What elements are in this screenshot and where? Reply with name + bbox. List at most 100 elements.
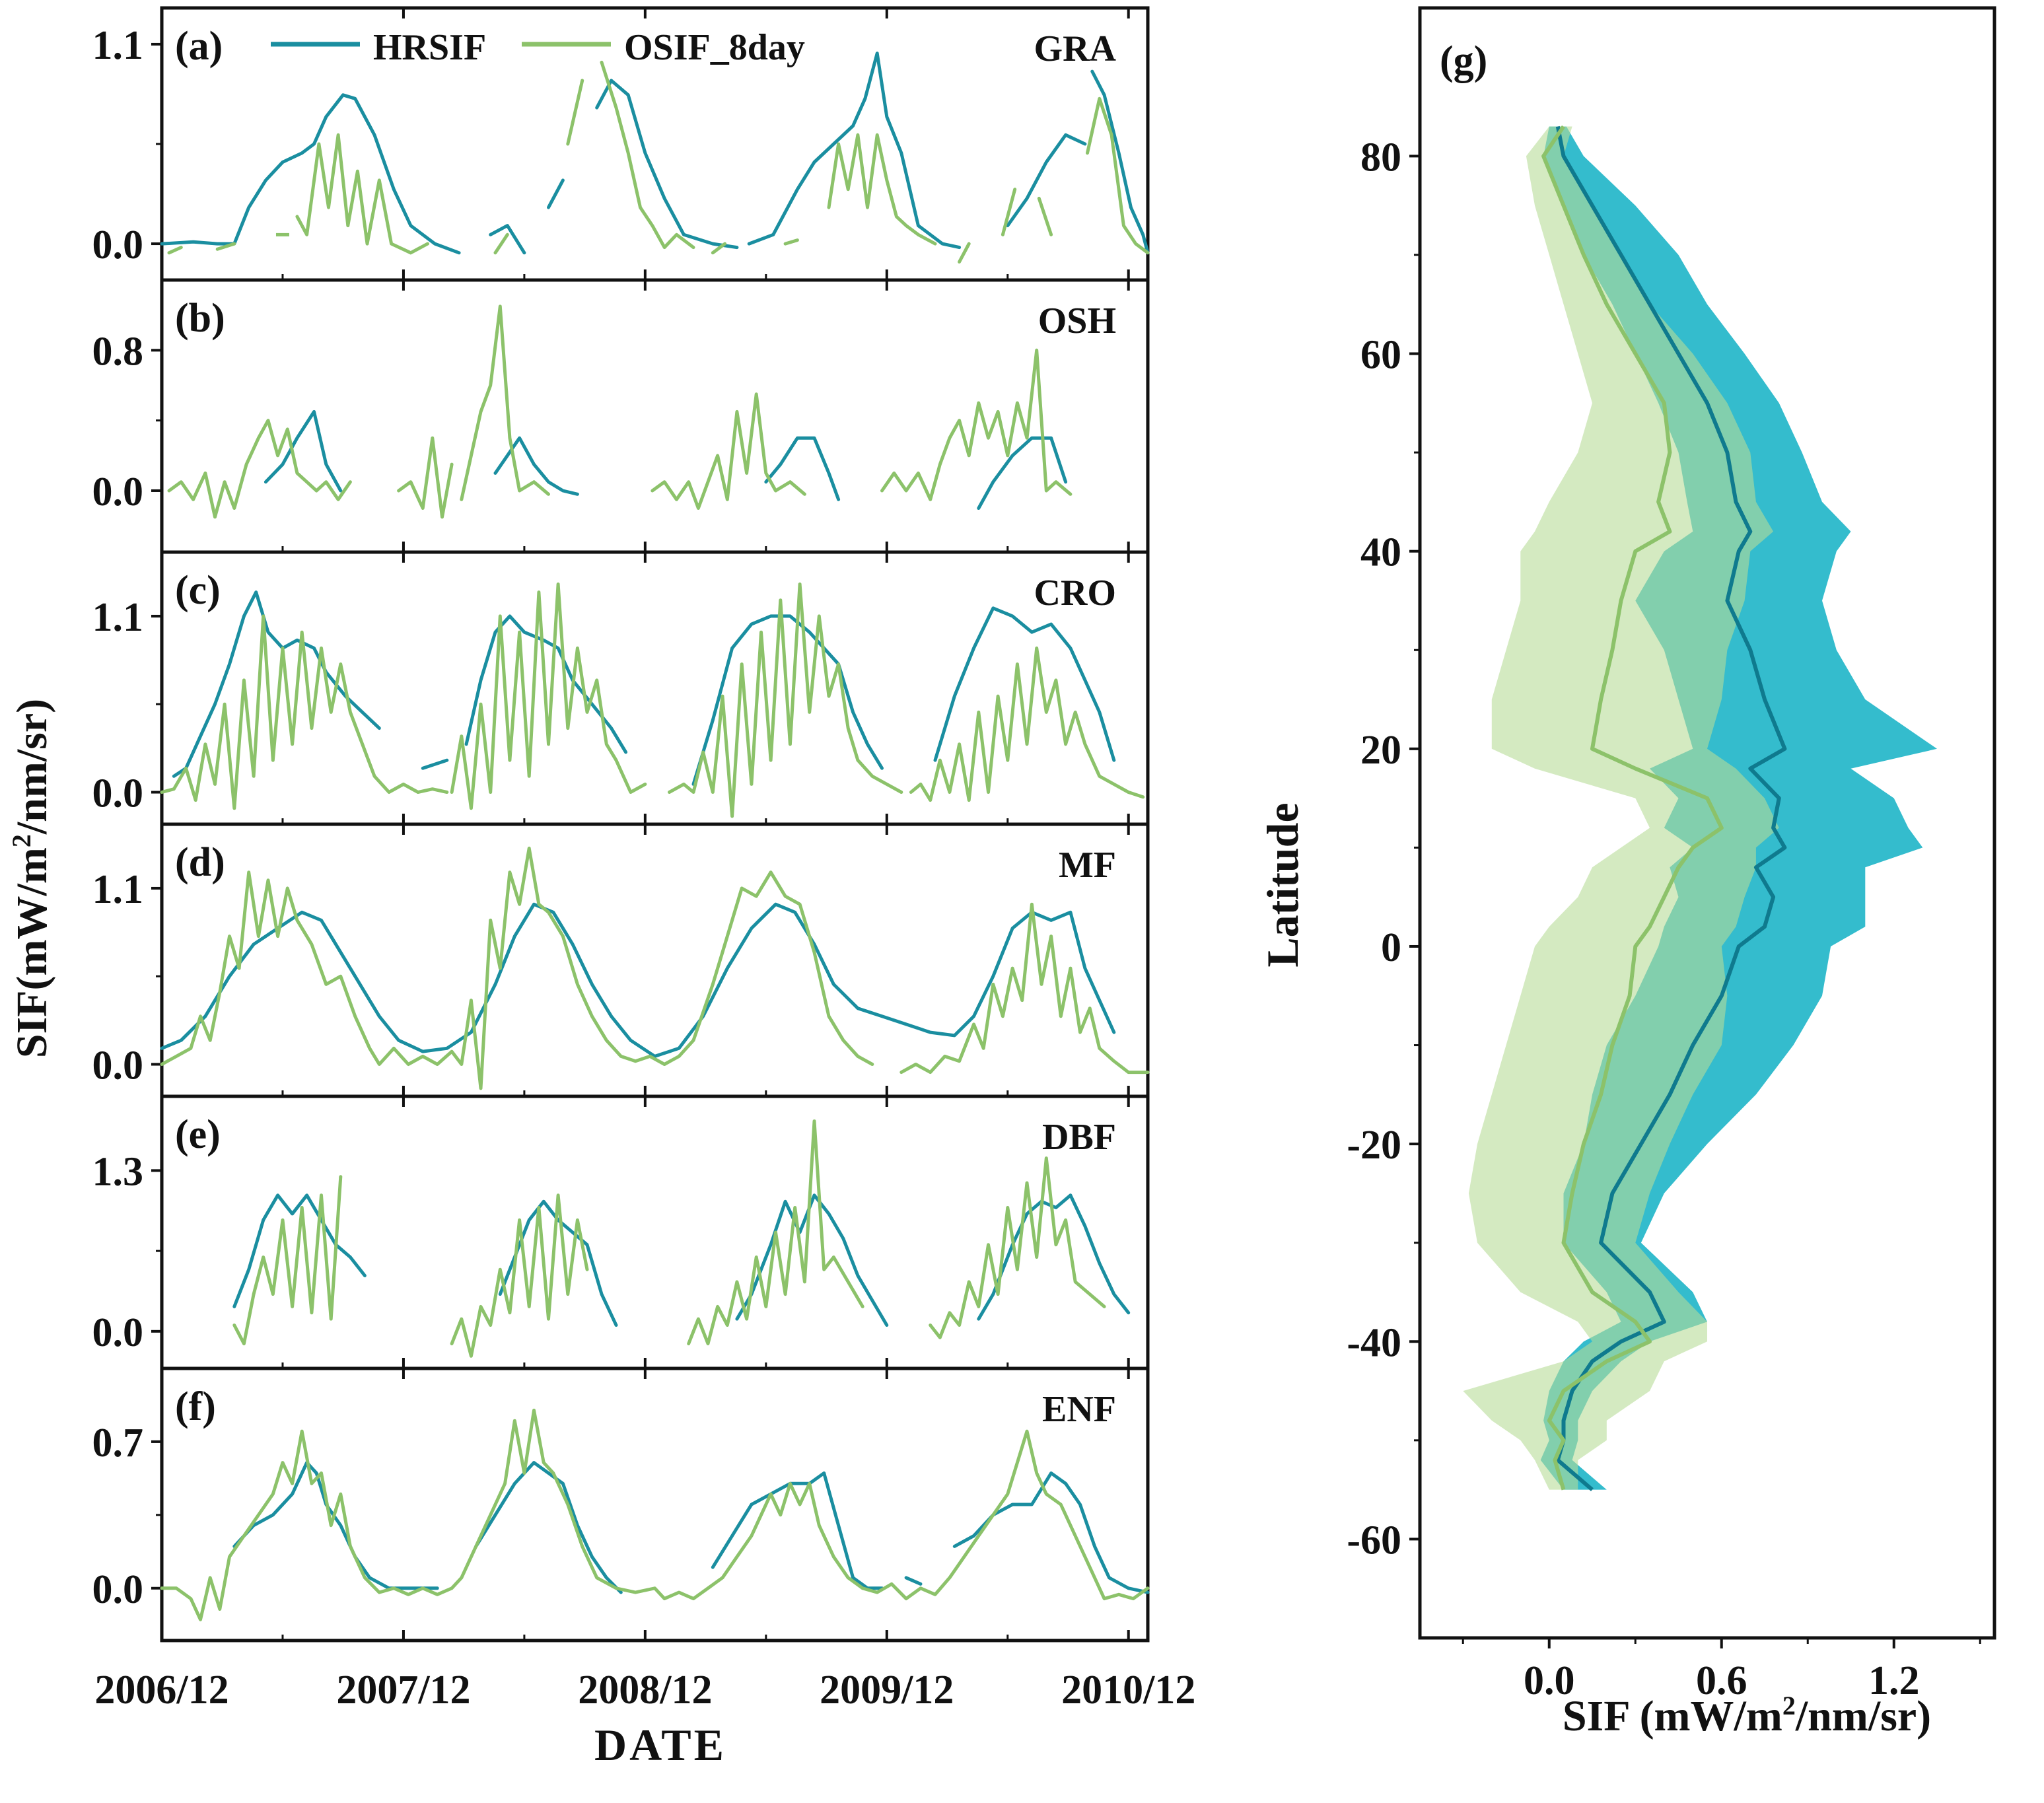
panel-b-y-tick-label: 0.0 <box>92 470 144 514</box>
series-line-segment <box>295 133 429 255</box>
date-axis-label: DATE <box>594 1720 726 1770</box>
panel-d-series-osif_8day <box>160 846 1150 1090</box>
series-line-segment <box>764 436 841 501</box>
series-line-segment <box>977 436 1068 510</box>
panel-e-label: (e) <box>175 1112 221 1157</box>
series-line-segment <box>711 242 727 255</box>
series-line-segment <box>783 238 799 246</box>
panel-b-y-tick-label: 0.8 <box>92 329 144 374</box>
series-line-segment <box>1090 69 1150 255</box>
panel-c-y-tick-label: 1.1 <box>92 595 144 640</box>
panel-g-x-axis-label: SIF (mW/m2/nm/sr) <box>1563 1691 1931 1740</box>
series-line-segment <box>909 646 1145 802</box>
panel-e-class-label: DBF <box>1042 1117 1116 1158</box>
series-line-segment <box>880 348 1073 501</box>
date-tick-label: 2008/12 <box>578 1668 712 1713</box>
date-tick-label: 2007/12 <box>336 1668 470 1713</box>
panel-a-class-label: GRA <box>1034 28 1117 69</box>
panel-g-x-label-superscript: 2 <box>1782 1691 1796 1720</box>
series-line-segment <box>264 409 343 493</box>
series-line-segment <box>167 419 352 519</box>
latitude-tick-label: -20 <box>1347 1123 1401 1168</box>
series-line-segment <box>595 79 739 250</box>
series-line-segment <box>160 93 461 255</box>
panel-g-y-axis-label: Latitude <box>1257 802 1308 967</box>
legend-label-hrsif: HRSIF <box>373 27 486 68</box>
series-line-segment <box>547 178 565 209</box>
series-line-segment <box>160 1408 1150 1621</box>
sif-axis-label-main: SIF(mW/m <box>8 847 56 1058</box>
panel-g-frame <box>1418 6 1996 1640</box>
panel-e-y-tick-label: 0.0 <box>92 1310 144 1355</box>
latitude-tick-label: 80 <box>1360 135 1401 180</box>
series-line-segment <box>232 1193 367 1308</box>
panel-a-y-tick-label: 0.0 <box>92 223 144 267</box>
panel-f-y-tick-label: 0.7 <box>92 1421 144 1466</box>
series-line-segment <box>1086 96 1150 255</box>
latitude-tick-label: -40 <box>1347 1320 1401 1365</box>
panel-f-series-osif_8day <box>160 1408 1150 1621</box>
panel-f-frame <box>160 1366 1150 1643</box>
latitude-tick-label: -60 <box>1347 1518 1401 1563</box>
panel-a-series-hrsif <box>160 52 1150 255</box>
series-line-segment <box>827 133 937 246</box>
panel-e-y-tick-label: 1.3 <box>92 1149 144 1194</box>
series-line-segment <box>735 1193 889 1327</box>
series-line-segment <box>498 1199 618 1327</box>
series-line-segment <box>232 1175 343 1345</box>
legend-label-osif: OSIF_8day <box>624 27 805 68</box>
series-line-segment <box>172 590 381 778</box>
panel-b-series-osif_8day <box>167 304 1073 519</box>
panel-f-label: (f) <box>175 1384 216 1429</box>
panel-b-series-hrsif <box>264 409 1068 510</box>
panel-f-class-label: ENF <box>1042 1389 1116 1430</box>
series-line-segment <box>460 304 550 501</box>
panel-d-y-tick-label: 0.0 <box>92 1043 144 1088</box>
series-line-segment <box>493 436 579 496</box>
panel-g-x-label-units: /nm/sr) <box>1795 1692 1931 1740</box>
series-line-segment <box>668 583 903 818</box>
osif-mean-line <box>1541 125 1724 1491</box>
series-line-segment <box>687 1119 864 1345</box>
panel-b: 0.0 0.8 (b) OSH <box>92 278 1150 554</box>
panel-g-x-label-main: SIF (mW/m <box>1563 1692 1782 1740</box>
series-line-segment <box>933 606 1116 762</box>
series-line-segment <box>167 246 183 255</box>
series-line-segment <box>397 436 454 519</box>
panel-a: 0.0 1.1 (a) GRA HRSIF OSIF_8day <box>92 6 1150 282</box>
series-line-segment <box>160 902 1116 1058</box>
panel-a-label: (a) <box>175 24 223 69</box>
series-line-segment <box>899 902 1150 1075</box>
panel-a-y-tick-label: 1.1 <box>92 23 144 68</box>
series-line-segment <box>450 1193 589 1358</box>
date-tick-label: 2006/12 <box>94 1668 229 1713</box>
panel-g-label: (g) <box>1440 38 1487 83</box>
series-line-segment <box>977 1193 1131 1321</box>
latitude-tick-label: 20 <box>1360 728 1401 773</box>
sif-axis-label: SIF(mW/m2/nm/sr) <box>7 699 56 1058</box>
series-line-segment <box>215 242 236 251</box>
series-line-segment <box>747 52 962 250</box>
panel-a-series-osif_8day <box>167 60 1150 264</box>
panel-f-y-tick-label: 0.0 <box>92 1567 144 1612</box>
osif-uncertainty-band <box>1463 126 1779 1490</box>
latitude-tick-label: 40 <box>1360 530 1401 575</box>
panel-e-series-hrsif <box>232 1193 1131 1327</box>
date-tick-label: 2009/12 <box>820 1668 954 1713</box>
sif-tick-label: 1.2 <box>1868 1658 1920 1703</box>
panel-c-series-osif_8day <box>160 583 1145 818</box>
latitude-tick-label: 0 <box>1381 925 1401 970</box>
panel-d-label: (d) <box>175 840 225 885</box>
panel-c-y-tick-label: 0.0 <box>92 771 144 816</box>
panel-c-label: (c) <box>175 568 221 613</box>
sif-axis-label-superscript: 2 <box>7 834 36 847</box>
sif-tick-label: 0.6 <box>1696 1658 1747 1703</box>
panel-b-label: (b) <box>175 296 225 341</box>
series-line-segment <box>651 392 806 510</box>
panel-b-class-label: OSH <box>1038 300 1116 341</box>
series-line-segment <box>160 614 449 810</box>
series-line-segment <box>1037 196 1053 236</box>
panel-c-series-hrsif <box>172 590 1116 786</box>
series-line-segment <box>600 60 695 250</box>
hrsif-mean-line <box>1555 125 1787 1491</box>
